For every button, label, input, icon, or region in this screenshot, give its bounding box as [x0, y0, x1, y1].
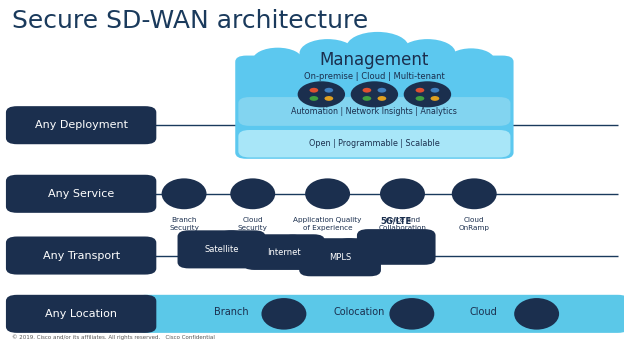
Text: Colocation: Colocation [333, 307, 384, 317]
Ellipse shape [162, 178, 207, 209]
Text: Management: Management [319, 51, 429, 69]
Circle shape [431, 88, 439, 93]
Ellipse shape [338, 238, 360, 247]
Ellipse shape [346, 32, 409, 63]
FancyBboxPatch shape [300, 238, 381, 276]
Text: © 2019. Cisco and/or its affiliates. All rights reserved.   Cisco Confidential: © 2019. Cisco and/or its affiliates. All… [12, 335, 215, 340]
Circle shape [324, 88, 333, 93]
Circle shape [310, 96, 318, 101]
Text: Any Deployment: Any Deployment [34, 120, 128, 130]
FancyBboxPatch shape [238, 97, 510, 126]
Ellipse shape [200, 231, 230, 241]
FancyBboxPatch shape [357, 229, 436, 265]
Text: Voice and
Collaboration: Voice and Collaboration [379, 217, 426, 230]
Circle shape [363, 88, 371, 93]
Ellipse shape [230, 178, 275, 209]
FancyBboxPatch shape [243, 234, 324, 270]
Ellipse shape [452, 178, 497, 209]
Circle shape [363, 96, 371, 101]
Ellipse shape [378, 230, 403, 240]
Text: Cloud: Cloud [470, 307, 497, 317]
Text: Cloud
OnRamp: Cloud OnRamp [459, 217, 490, 230]
Ellipse shape [514, 298, 559, 330]
Circle shape [378, 88, 386, 93]
Text: Application Quality
of Experience: Application Quality of Experience [293, 217, 362, 230]
Circle shape [416, 96, 424, 101]
Text: MPLS: MPLS [329, 253, 351, 262]
Circle shape [404, 81, 451, 107]
Ellipse shape [300, 39, 356, 67]
Ellipse shape [219, 230, 244, 239]
Circle shape [351, 81, 398, 107]
Ellipse shape [389, 298, 434, 330]
FancyBboxPatch shape [135, 295, 624, 333]
Ellipse shape [281, 235, 304, 243]
Text: Automation | Network Insights | Analytics: Automation | Network Insights | Analytic… [291, 107, 457, 116]
Circle shape [298, 81, 345, 107]
Text: On-premise | Cloud | Multi-tenant: On-premise | Cloud | Multi-tenant [304, 72, 445, 81]
Text: Internet: Internet [267, 248, 301, 257]
Circle shape [324, 96, 333, 101]
Circle shape [378, 96, 386, 101]
Circle shape [431, 96, 439, 101]
Text: 5G/LTE: 5G/LTE [381, 216, 412, 225]
Text: Secure SD-WAN architecture: Secure SD-WAN architecture [12, 9, 369, 33]
Text: Any Transport: Any Transport [42, 250, 120, 261]
Text: Open | Programmable | Scalable: Open | Programmable | Scalable [309, 139, 440, 148]
Text: Cloud
Security: Cloud Security [238, 217, 268, 230]
FancyBboxPatch shape [6, 106, 156, 144]
Ellipse shape [399, 39, 456, 67]
Circle shape [310, 88, 318, 93]
Circle shape [416, 88, 424, 93]
Text: Branch
Security: Branch Security [169, 217, 199, 230]
FancyBboxPatch shape [6, 175, 156, 213]
Ellipse shape [305, 178, 350, 209]
Text: Any Location: Any Location [45, 309, 117, 319]
Ellipse shape [380, 178, 425, 209]
Text: Branch: Branch [213, 307, 248, 317]
FancyBboxPatch shape [235, 56, 514, 159]
Text: Any Service: Any Service [48, 189, 114, 199]
Text: Satellite: Satellite [204, 245, 239, 254]
Ellipse shape [253, 48, 303, 72]
Ellipse shape [321, 239, 348, 250]
FancyBboxPatch shape [238, 130, 510, 157]
Ellipse shape [261, 298, 306, 330]
FancyBboxPatch shape [177, 230, 266, 268]
Ellipse shape [394, 229, 416, 238]
FancyBboxPatch shape [6, 237, 156, 274]
Ellipse shape [448, 48, 494, 72]
FancyBboxPatch shape [6, 295, 156, 333]
Ellipse shape [265, 236, 291, 245]
